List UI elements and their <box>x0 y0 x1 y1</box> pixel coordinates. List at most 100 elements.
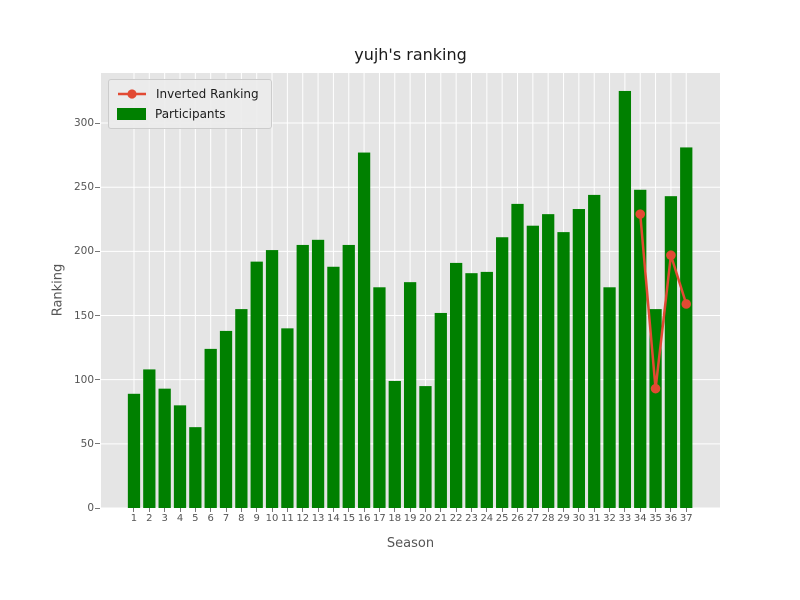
x-tick-label-14: 14 <box>327 513 340 524</box>
x-tick-label-5: 5 <box>192 513 199 524</box>
x-tick-mark <box>378 508 380 512</box>
y-tick-label-100: 100 <box>73 373 94 386</box>
bar-season-6 <box>204 348 217 508</box>
bar-season-29 <box>557 232 570 508</box>
line-marker-icon <box>118 88 146 99</box>
y-tick-label-0: 0 <box>87 502 94 514</box>
x-tick-mark <box>256 508 258 512</box>
bar-season-12 <box>296 244 309 508</box>
x-tick-mark <box>547 508 549 512</box>
y-tick-mark <box>95 379 100 381</box>
bar-season-4 <box>173 405 187 508</box>
y-tick-label-50: 50 <box>80 437 94 450</box>
x-tick-label-31: 31 <box>587 513 601 524</box>
x-tick-mark <box>685 508 687 512</box>
x-tick-mark <box>517 508 518 512</box>
bar-season-15 <box>342 244 355 508</box>
bar-swatch-icon <box>117 107 146 120</box>
x-tick-mark <box>501 508 503 512</box>
x-tick-label-35: 35 <box>649 513 662 524</box>
x-tick-label-26: 26 <box>511 513 524 524</box>
inverted-ranking-line <box>638 214 688 389</box>
bar-season-10 <box>265 250 279 508</box>
line-point-season-36 <box>666 250 676 261</box>
x-tick-label-7: 7 <box>222 513 230 524</box>
x-tick-mark <box>424 508 426 512</box>
bar-season-26 <box>511 203 524 508</box>
x-tick-label-21: 21 <box>434 513 448 524</box>
bar-season-27 <box>526 225 539 508</box>
x-tick-label-25: 25 <box>495 513 509 524</box>
bar-season-30 <box>572 209 586 508</box>
x-tick-mark <box>440 508 442 512</box>
plot-area: Inverted Ranking Participants <box>101 73 720 508</box>
x-tick-mark <box>133 508 135 512</box>
bar-season-9 <box>250 261 263 508</box>
y-tick-label-250: 250 <box>73 181 94 194</box>
x-tick-mark <box>670 508 672 512</box>
x-tick-mark <box>240 508 242 512</box>
x-tick-label-4: 4 <box>176 513 184 524</box>
x-tick-label-30: 30 <box>572 513 586 524</box>
x-tick-mark <box>394 508 396 512</box>
x-tick-label-29: 29 <box>557 513 570 524</box>
chart-title: yujh's ranking <box>354 45 467 64</box>
bar-season-11 <box>281 328 294 508</box>
x-tick-mark <box>271 508 273 512</box>
x-tick-mark <box>624 508 626 512</box>
bar-season-2 <box>143 369 156 508</box>
y-tick-mark <box>95 122 100 124</box>
bar-season-23 <box>465 273 478 508</box>
x-tick-label-1: 1 <box>130 513 138 524</box>
x-tick-label-9: 9 <box>253 513 260 524</box>
bar-season-36 <box>664 196 678 508</box>
legend-label-participants: Participants <box>155 106 226 121</box>
bar-season-17 <box>373 287 386 508</box>
bar-season-19 <box>403 282 417 508</box>
x-tick-mark <box>639 508 641 512</box>
x-tick-mark <box>164 508 166 512</box>
x-tick-mark <box>455 508 457 512</box>
line-point-season-35 <box>650 383 661 394</box>
y-tick-label-150: 150 <box>73 309 94 322</box>
bar-season-32 <box>603 287 616 508</box>
legend: Inverted Ranking Participants <box>108 79 272 129</box>
x-tick-mark <box>148 508 150 512</box>
x-tick-label-32: 32 <box>603 513 616 524</box>
x-tick-label-20: 20 <box>419 513 432 524</box>
x-tick-mark <box>532 508 534 512</box>
y-tick-mark <box>95 443 100 445</box>
bar-season-34 <box>634 189 647 508</box>
x-tick-label-8: 8 <box>238 513 245 524</box>
bar-season-8 <box>235 309 248 508</box>
x-tick-label-37: 37 <box>679 513 693 524</box>
bar-season-16 <box>357 152 371 508</box>
x-tick-mark <box>317 508 319 512</box>
y-tick-label-200: 200 <box>73 245 94 258</box>
x-tick-mark <box>363 508 365 512</box>
x-tick-label-12: 12 <box>296 513 310 524</box>
x-tick-label-10: 10 <box>265 513 279 524</box>
y-tick-mark <box>95 507 100 509</box>
bar-season-25 <box>496 237 509 508</box>
y-tick-label-300: 300 <box>73 117 94 130</box>
x-tick-label-22: 22 <box>449 513 463 524</box>
x-tick-label-36: 36 <box>664 513 678 524</box>
bar-season-31 <box>588 194 601 508</box>
x-tick-label-6: 6 <box>207 513 214 524</box>
x-tick-mark <box>210 508 212 512</box>
x-axis-label: Season <box>386 536 435 551</box>
y-tick-mark <box>95 315 100 317</box>
bar-season-13 <box>311 239 325 508</box>
chart-canvas <box>101 73 720 508</box>
x-tick-label-15: 15 <box>342 513 356 524</box>
x-tick-label-19: 19 <box>403 513 417 524</box>
bar-season-28 <box>542 214 555 508</box>
x-tick-mark <box>286 508 288 512</box>
bar-season-5 <box>189 427 202 508</box>
x-tick-label-18: 18 <box>388 513 402 524</box>
bar-season-24 <box>480 271 493 508</box>
y-tick-mark <box>95 250 100 252</box>
line-point-season-37 <box>681 299 692 309</box>
